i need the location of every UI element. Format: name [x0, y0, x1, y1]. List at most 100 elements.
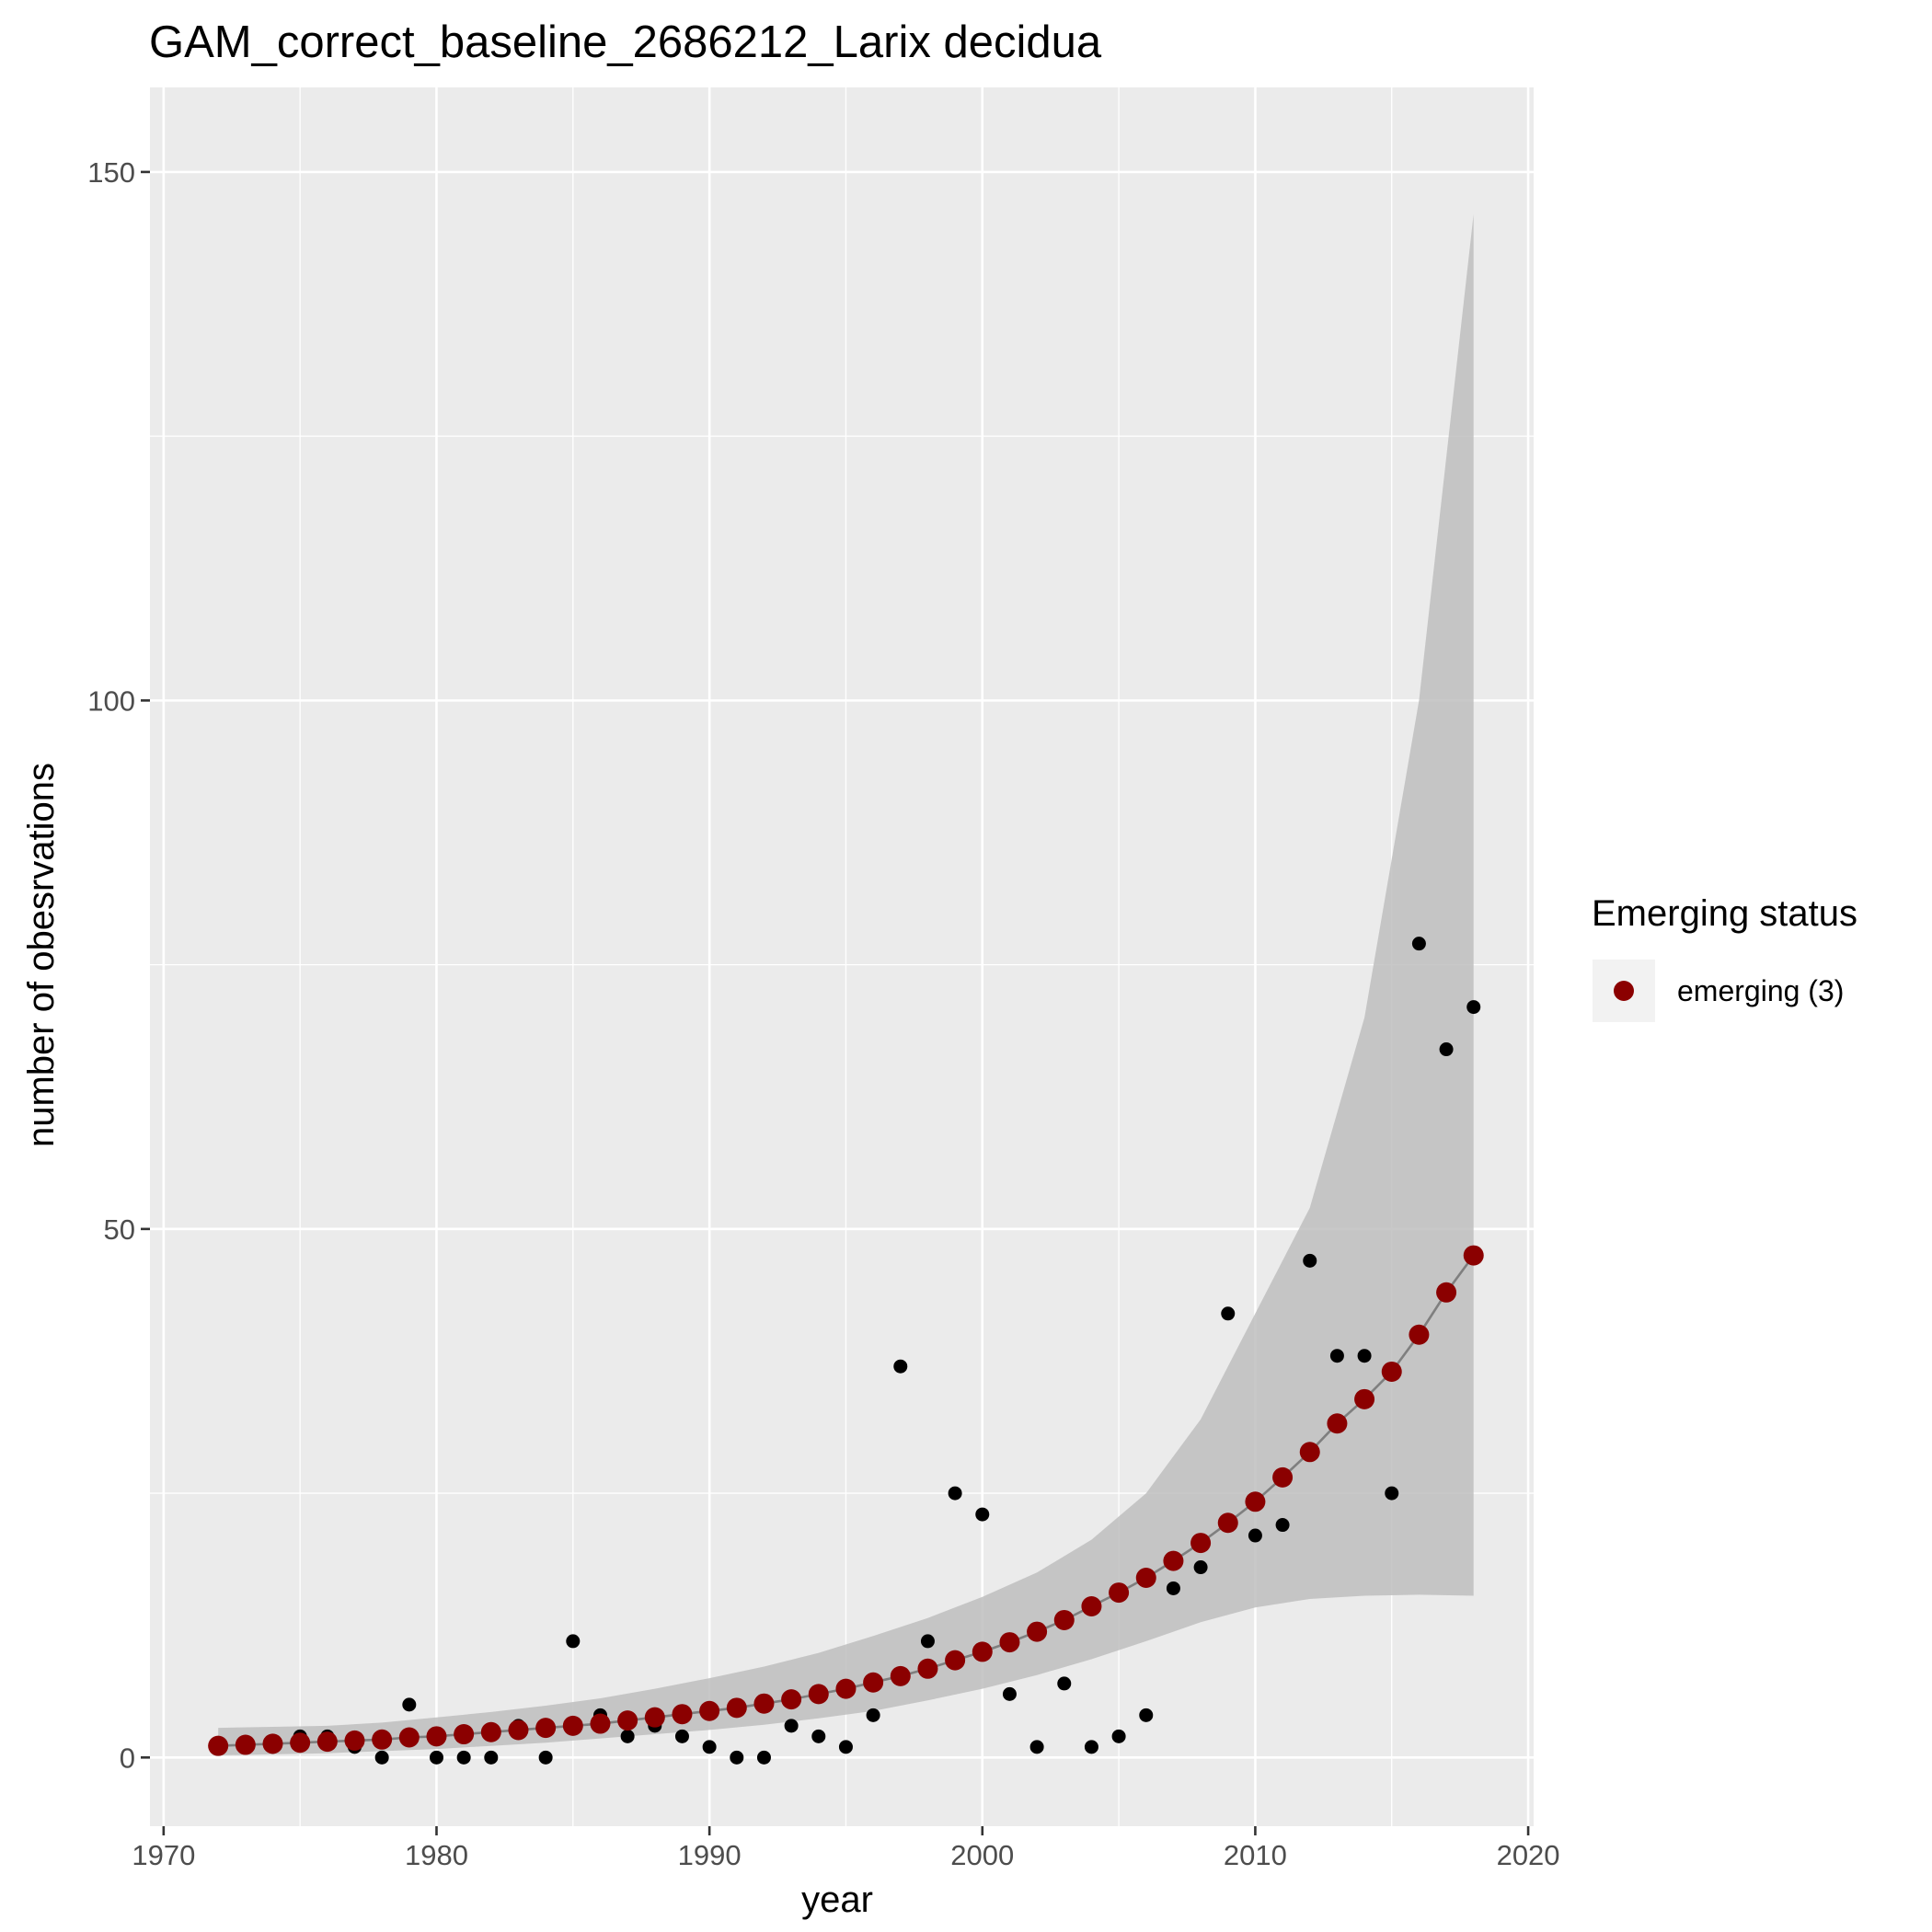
fitted-point [808, 1684, 829, 1705]
observed-point [1385, 1486, 1399, 1501]
axes: 1970 1980 1990 2000 2010 2020 0 50 100 150 [87, 156, 1559, 1871]
observed-point [1166, 1581, 1180, 1595]
grid-lines [150, 87, 1534, 1826]
fitted-point [863, 1672, 884, 1693]
fitted-point [290, 1732, 311, 1754]
legend: Emerging status emerging (3) [1592, 893, 1857, 1022]
fitted-point [617, 1710, 638, 1731]
fitted-point [1299, 1442, 1320, 1463]
fitted-point [917, 1658, 938, 1679]
fitted-point [972, 1641, 993, 1662]
fitted-point [1327, 1413, 1348, 1434]
fitted-point [835, 1678, 857, 1699]
observed-point [1303, 1253, 1317, 1268]
fitted-point [1436, 1282, 1457, 1303]
fitted-point [945, 1650, 966, 1671]
y-axis-title: number of obesrvations [21, 763, 62, 1147]
legend-key-point [1614, 981, 1634, 1001]
fitted-point [316, 1731, 338, 1753]
y-tick-label: 0 [120, 1742, 135, 1774]
x-tick-label: 1990 [678, 1839, 742, 1871]
fitted-point [753, 1693, 775, 1714]
observed-point [1439, 1042, 1454, 1057]
fitted-point [480, 1721, 501, 1742]
x-tick-label: 2020 [1497, 1839, 1560, 1871]
x-tick-label: 2010 [1224, 1839, 1287, 1871]
fitted-point [1081, 1596, 1102, 1617]
fitted-point [535, 1718, 557, 1739]
fitted-point [1354, 1388, 1375, 1409]
fitted-point [1027, 1621, 1048, 1642]
fitted-point [208, 1735, 229, 1756]
y-tick-label: 100 [87, 684, 135, 717]
observed-point [1139, 1708, 1154, 1722]
observed-point [1057, 1676, 1072, 1691]
observed-point [1084, 1740, 1098, 1754]
fitted-point [426, 1726, 447, 1747]
fitted-point [1381, 1361, 1402, 1382]
legend-title: Emerging status [1592, 893, 1857, 934]
observed-point [566, 1634, 581, 1649]
observed-point [1466, 1000, 1481, 1015]
observed-point [1275, 1518, 1290, 1533]
fitted-point [262, 1733, 283, 1754]
observed-point [1221, 1306, 1236, 1321]
observed-point [1029, 1740, 1044, 1754]
observed-point [1111, 1729, 1126, 1743]
observed-point [429, 1750, 443, 1765]
fitted-point [590, 1713, 611, 1734]
fitted-point [1409, 1324, 1430, 1345]
fitted-point [562, 1715, 583, 1736]
fitted-point [1135, 1568, 1156, 1588]
fitted-point [726, 1697, 747, 1719]
fitted-point [1109, 1582, 1130, 1604]
observed-point [893, 1359, 908, 1374]
observed-point [702, 1740, 717, 1754]
observed-point [1248, 1528, 1262, 1543]
fitted-point [1053, 1609, 1075, 1630]
y-tick-label: 50 [104, 1213, 135, 1246]
fitted-point [372, 1729, 393, 1750]
fitted-point [1163, 1550, 1184, 1571]
fitted-point [344, 1730, 365, 1751]
observed-point [1411, 937, 1426, 951]
fitted-point [1463, 1245, 1484, 1266]
x-axis-title: year [801, 1880, 873, 1920]
observed-point [920, 1634, 935, 1649]
observed-point [674, 1729, 689, 1743]
observed-point [811, 1729, 826, 1743]
observed-point [838, 1740, 853, 1754]
fitted-point [699, 1700, 720, 1721]
fitted-point [235, 1734, 256, 1755]
fitted-point [1190, 1533, 1212, 1554]
observed-point [1002, 1686, 1017, 1701]
fitted-point [1272, 1466, 1294, 1488]
fitted-point [999, 1632, 1020, 1653]
fitted-point [672, 1704, 693, 1725]
observed-point [866, 1708, 880, 1722]
observed-point [374, 1750, 389, 1765]
observed-point [756, 1750, 771, 1765]
fitted-point [454, 1724, 475, 1745]
fitted-point [890, 1665, 911, 1686]
legend-label-emerging: emerging (3) [1677, 974, 1844, 1007]
observed-point [730, 1750, 744, 1765]
y-tick-label: 150 [87, 156, 135, 189]
observed-point [620, 1729, 635, 1743]
fitted-point [508, 1719, 529, 1741]
x-tick-label: 1970 [132, 1839, 195, 1871]
observed-point [975, 1507, 990, 1522]
fitted-point [1245, 1491, 1266, 1512]
fitted-point [644, 1707, 665, 1728]
observed-point [484, 1750, 499, 1765]
observed-point [1329, 1349, 1344, 1363]
observed-point [456, 1750, 471, 1765]
fitted-points [208, 1245, 1484, 1756]
x-tick-label: 2000 [950, 1839, 1014, 1871]
observed-point [1193, 1560, 1208, 1575]
fitted-point [781, 1689, 802, 1710]
chart-title: GAM_correct_baseline_2686212_Larix decid… [149, 17, 1102, 67]
observed-point [402, 1697, 417, 1712]
observed-point [784, 1719, 799, 1733]
